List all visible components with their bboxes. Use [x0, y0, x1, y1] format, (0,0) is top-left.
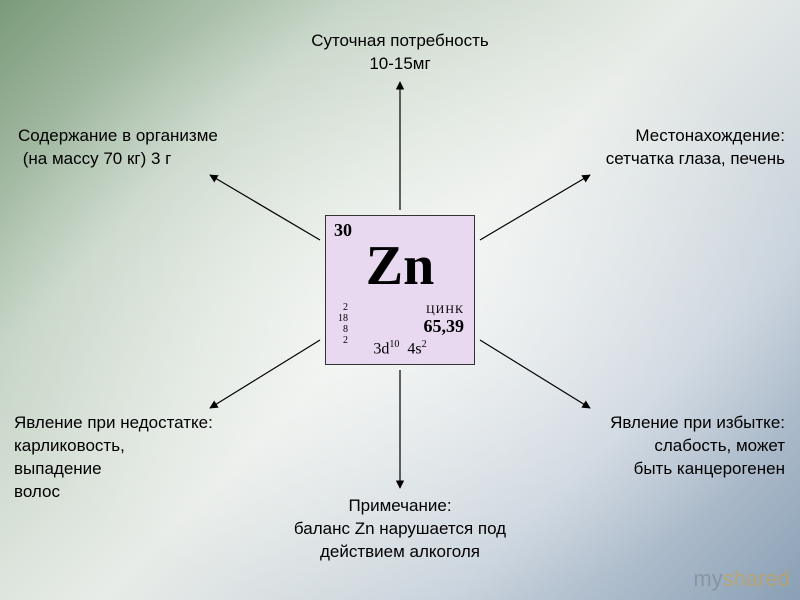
label-top-right: Местонахождение: сетчатка глаза, печень — [560, 125, 785, 171]
element-name: ЦИНК — [426, 302, 464, 317]
element-symbol: Zn — [326, 238, 474, 294]
label-b-l1: Примечание: — [348, 496, 451, 515]
label-bl-l4: волос — [14, 482, 60, 501]
label-top-left: Содержание в организме (на массу 70 кг) … — [18, 125, 258, 171]
label-br-l3: быть канцерогенен — [634, 459, 785, 478]
label-tr-l2: сетчатка глаза, печень — [606, 149, 785, 168]
watermark-accent: shared — [723, 566, 790, 591]
config-d-sup: 10 — [389, 339, 399, 350]
label-bottom-left: Явление при недостатке: карликовость, вы… — [14, 412, 254, 504]
label-tl-l2: (на массу 70 кг) 3 г — [23, 149, 172, 168]
label-tr-l1: Местонахождение: — [635, 126, 785, 145]
element-tile: 30 Zn ЦИНК 65,39 21882 3d10 4s2 — [325, 215, 475, 365]
electron-config: 3d10 4s2 — [326, 339, 474, 358]
watermark-prefix: my — [693, 566, 722, 591]
config-s: 4s — [407, 340, 421, 357]
label-br-l2: слабость, может — [654, 436, 785, 455]
label-b-l2: баланс Zn нарушается под — [294, 519, 506, 538]
label-bottom: Примечание: баланс Zn нарушается под дей… — [255, 495, 545, 564]
label-bl-l3: выпадение — [14, 459, 102, 478]
atomic-mass: 65,39 — [424, 316, 465, 337]
label-b-l3: действием алкоголя — [320, 542, 480, 561]
label-top: Суточная потребность 10-15мг — [260, 30, 540, 76]
config-d: 3d — [373, 340, 389, 357]
label-br-l1: Явление при избытке: — [610, 413, 785, 432]
label-top-l2: 10-15мг — [369, 54, 430, 73]
config-s-sup: 2 — [422, 339, 427, 350]
label-bl-l1: Явление при недостатке: — [14, 413, 213, 432]
label-bl-l2: карликовость, — [14, 436, 125, 455]
label-bottom-right: Явление при избытке: слабость, может быт… — [570, 412, 785, 481]
label-tl-l1: Содержание в организме — [18, 126, 218, 145]
watermark: myshared — [693, 566, 790, 592]
label-top-l1: Суточная потребность — [311, 31, 489, 50]
